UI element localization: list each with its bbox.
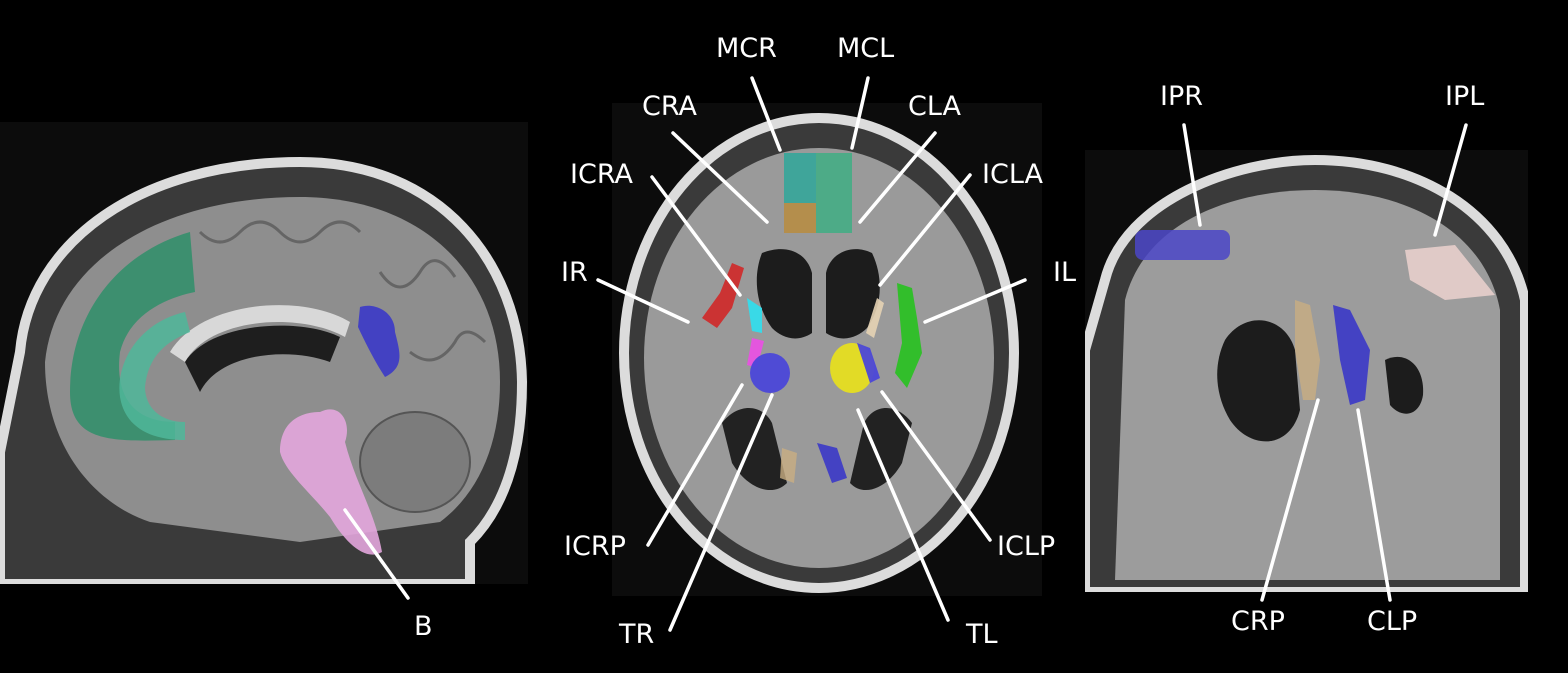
- sagittal-mri-panel: [0, 122, 528, 584]
- iclp-blue-overlay: [857, 343, 880, 383]
- label-icra: ICRA: [570, 159, 633, 190]
- label-icrp: ICRP: [564, 531, 626, 562]
- ipr-overlay: [1135, 230, 1230, 260]
- coronal-mri-panel: [1085, 150, 1528, 592]
- label-ir: IR: [561, 257, 588, 288]
- icla-tan-overlay: [866, 298, 884, 338]
- clp-blue-overlay: [1333, 305, 1370, 405]
- label-il: IL: [1053, 257, 1077, 288]
- label-cla: CLA: [908, 91, 961, 122]
- icrp-magenta-overlay: [747, 338, 764, 368]
- il-green-overlay: [895, 283, 922, 388]
- cerebellum: [359, 411, 471, 513]
- frontal-region-overlay: [70, 232, 195, 441]
- right-ventricle: [1385, 356, 1424, 414]
- crp-tan-overlay: [1295, 300, 1320, 400]
- label-iclp: ICLP: [997, 531, 1056, 562]
- parietal-blue-overlay: [358, 305, 400, 377]
- label-ipr: IPR: [1160, 81, 1204, 112]
- ipl-overlay: [1405, 245, 1495, 300]
- cra-overlay: [784, 203, 816, 233]
- tr-blue-overlay: [750, 353, 790, 393]
- lateral-ventricles: [756, 249, 880, 339]
- label-tr: TR: [619, 619, 655, 650]
- mcl-overlay: [816, 153, 852, 233]
- posterior-tan-overlay: [780, 448, 797, 483]
- label-tl: TL: [966, 619, 998, 650]
- icra-cyan-overlay: [747, 298, 762, 333]
- axial-mri-panel: [612, 103, 1042, 596]
- label-b: B: [414, 611, 433, 642]
- posterior-blue-overlay: [817, 443, 847, 483]
- ventricle: [185, 325, 340, 392]
- corpus-callosum: [170, 305, 350, 362]
- label-cra: CRA: [642, 91, 697, 122]
- label-icla: ICLA: [982, 159, 1043, 190]
- label-crp: CRP: [1231, 606, 1285, 637]
- label-mcl: MCL: [837, 33, 895, 64]
- label-clp: CLP: [1367, 606, 1418, 637]
- label-ipl: IPL: [1445, 81, 1485, 112]
- cingulate-region-overlay: [119, 312, 190, 440]
- label-mcr: MCR: [716, 33, 777, 64]
